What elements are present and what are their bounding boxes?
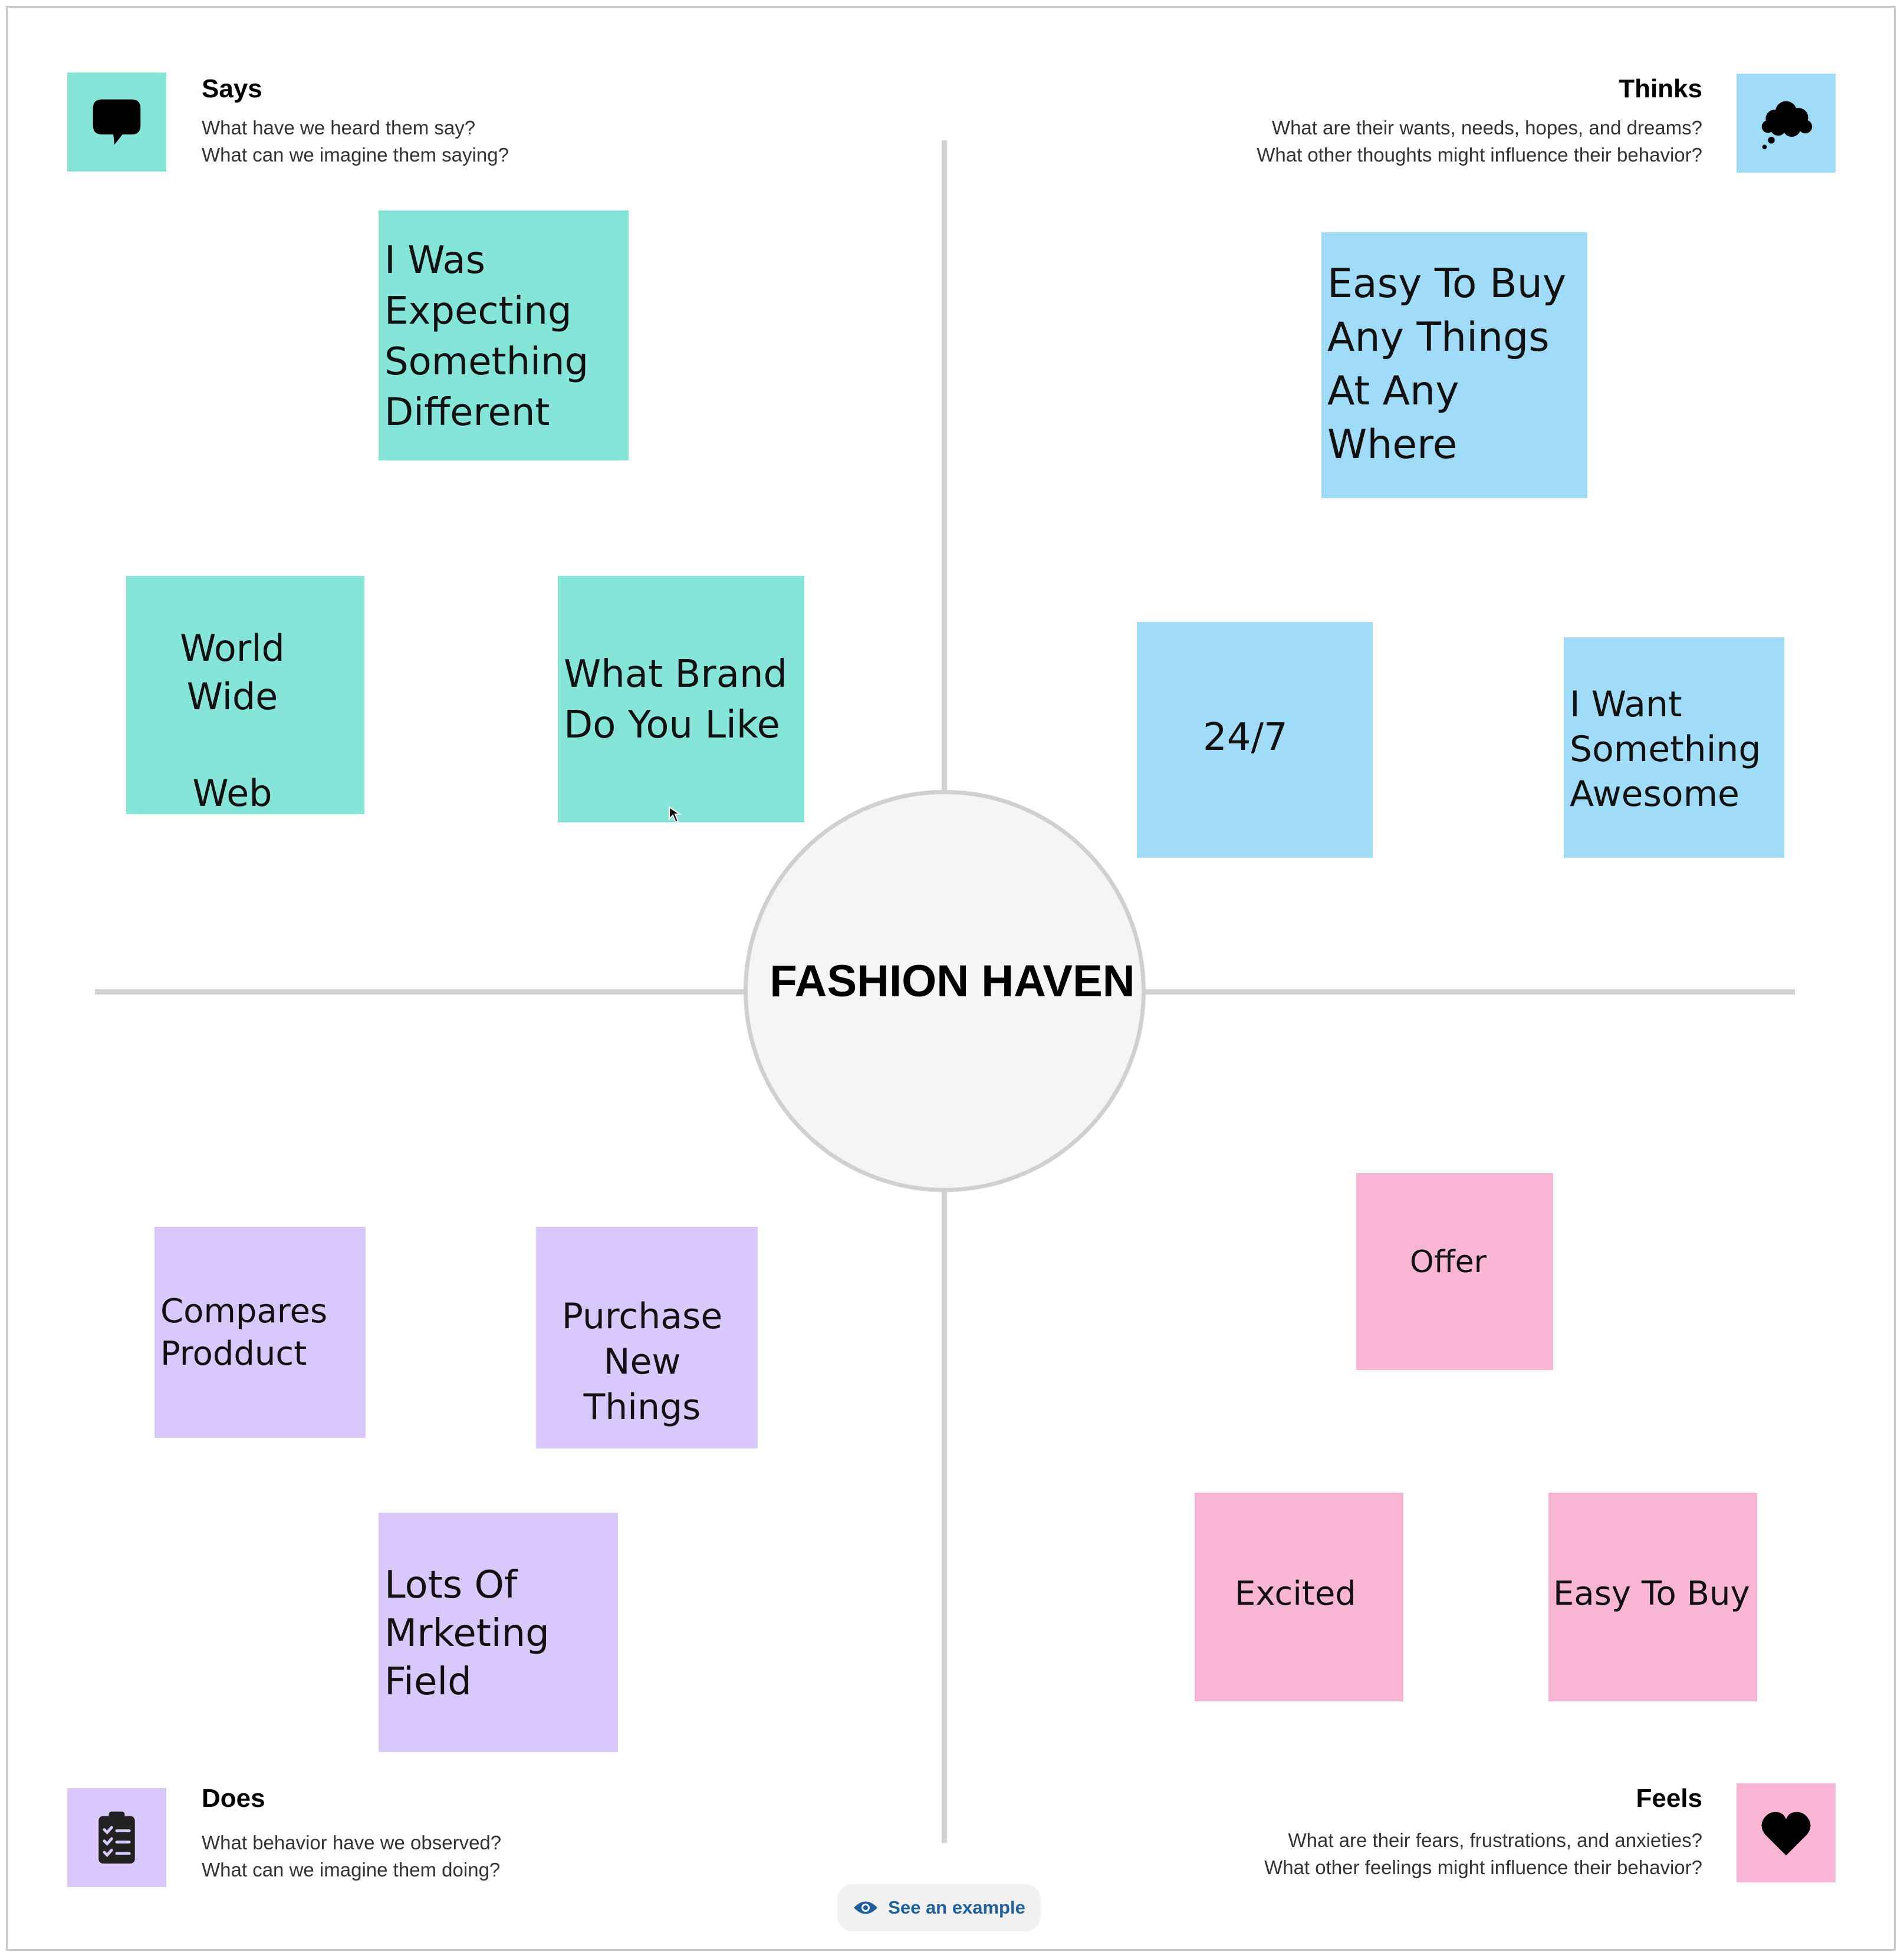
sticky-note-thinks[interactable]: Easy To Buy Any Things At Any Where	[1321, 232, 1587, 498]
center-title: FASHION HAVEN	[770, 956, 1135, 1006]
vertical-axis-top	[942, 140, 947, 794]
see-example-button[interactable]: See an example	[837, 1884, 1041, 1931]
says-icon-tile	[67, 73, 166, 172]
does-icon-tile	[67, 1788, 166, 1887]
mouse-cursor-icon	[669, 806, 682, 824]
sticky-note-does[interactable]: Lots Of Mrketing Field	[379, 1513, 618, 1752]
canvas-frame	[6, 6, 1896, 1951]
feels-icon-tile	[1737, 1783, 1836, 1882]
does-description: What behavior have we observed? What can…	[202, 1832, 502, 1881]
see-example-label: See an example	[888, 1897, 1025, 1918]
sticky-note-thinks[interactable]: 24/7	[1137, 622, 1373, 858]
says-description: What have we heard them say? What can we…	[202, 117, 509, 166]
horizontal-axis-right	[1142, 989, 1795, 995]
sticky-note-says[interactable]: I Was Expecting Something Different	[379, 210, 629, 460]
sticky-note-says[interactable]: What Brand Do You Like	[558, 576, 804, 822]
eye-icon	[854, 1901, 878, 1914]
clipboard-checklist-icon	[98, 1811, 135, 1864]
feels-title: Feels	[1636, 1784, 1702, 1813]
does-title: Does	[202, 1784, 265, 1813]
center-circle	[744, 790, 1146, 1192]
sticky-note-does[interactable]: Compares Prodduct	[154, 1227, 366, 1438]
speech-bubble-icon	[93, 99, 141, 145]
sticky-note-feels[interactable]: Excited	[1195, 1493, 1403, 1701]
sticky-note-feels[interactable]: Easy To Buy	[1548, 1493, 1757, 1701]
sticky-note-does[interactable]: Purchase New Things	[536, 1227, 758, 1448]
horizontal-axis-left	[95, 989, 747, 995]
sticky-note-says[interactable]: World Wide Web	[126, 576, 364, 815]
thinks-icon-tile	[1737, 74, 1836, 173]
thinks-title: Thinks	[1619, 74, 1702, 103]
vertical-axis-bottom	[942, 1188, 947, 1843]
says-title: Says	[202, 74, 262, 103]
thinks-description: What are their wants, needs, hopes, and …	[1257, 117, 1702, 166]
sticky-note-feels[interactable]: Offer	[1356, 1173, 1553, 1370]
feels-description: What are their fears, frustrations, and …	[1264, 1829, 1702, 1878]
thought-cloud-icon	[1761, 101, 1813, 150]
heart-icon	[1761, 1812, 1811, 1856]
sticky-note-thinks[interactable]: I Want Something Awesome	[1564, 637, 1784, 858]
